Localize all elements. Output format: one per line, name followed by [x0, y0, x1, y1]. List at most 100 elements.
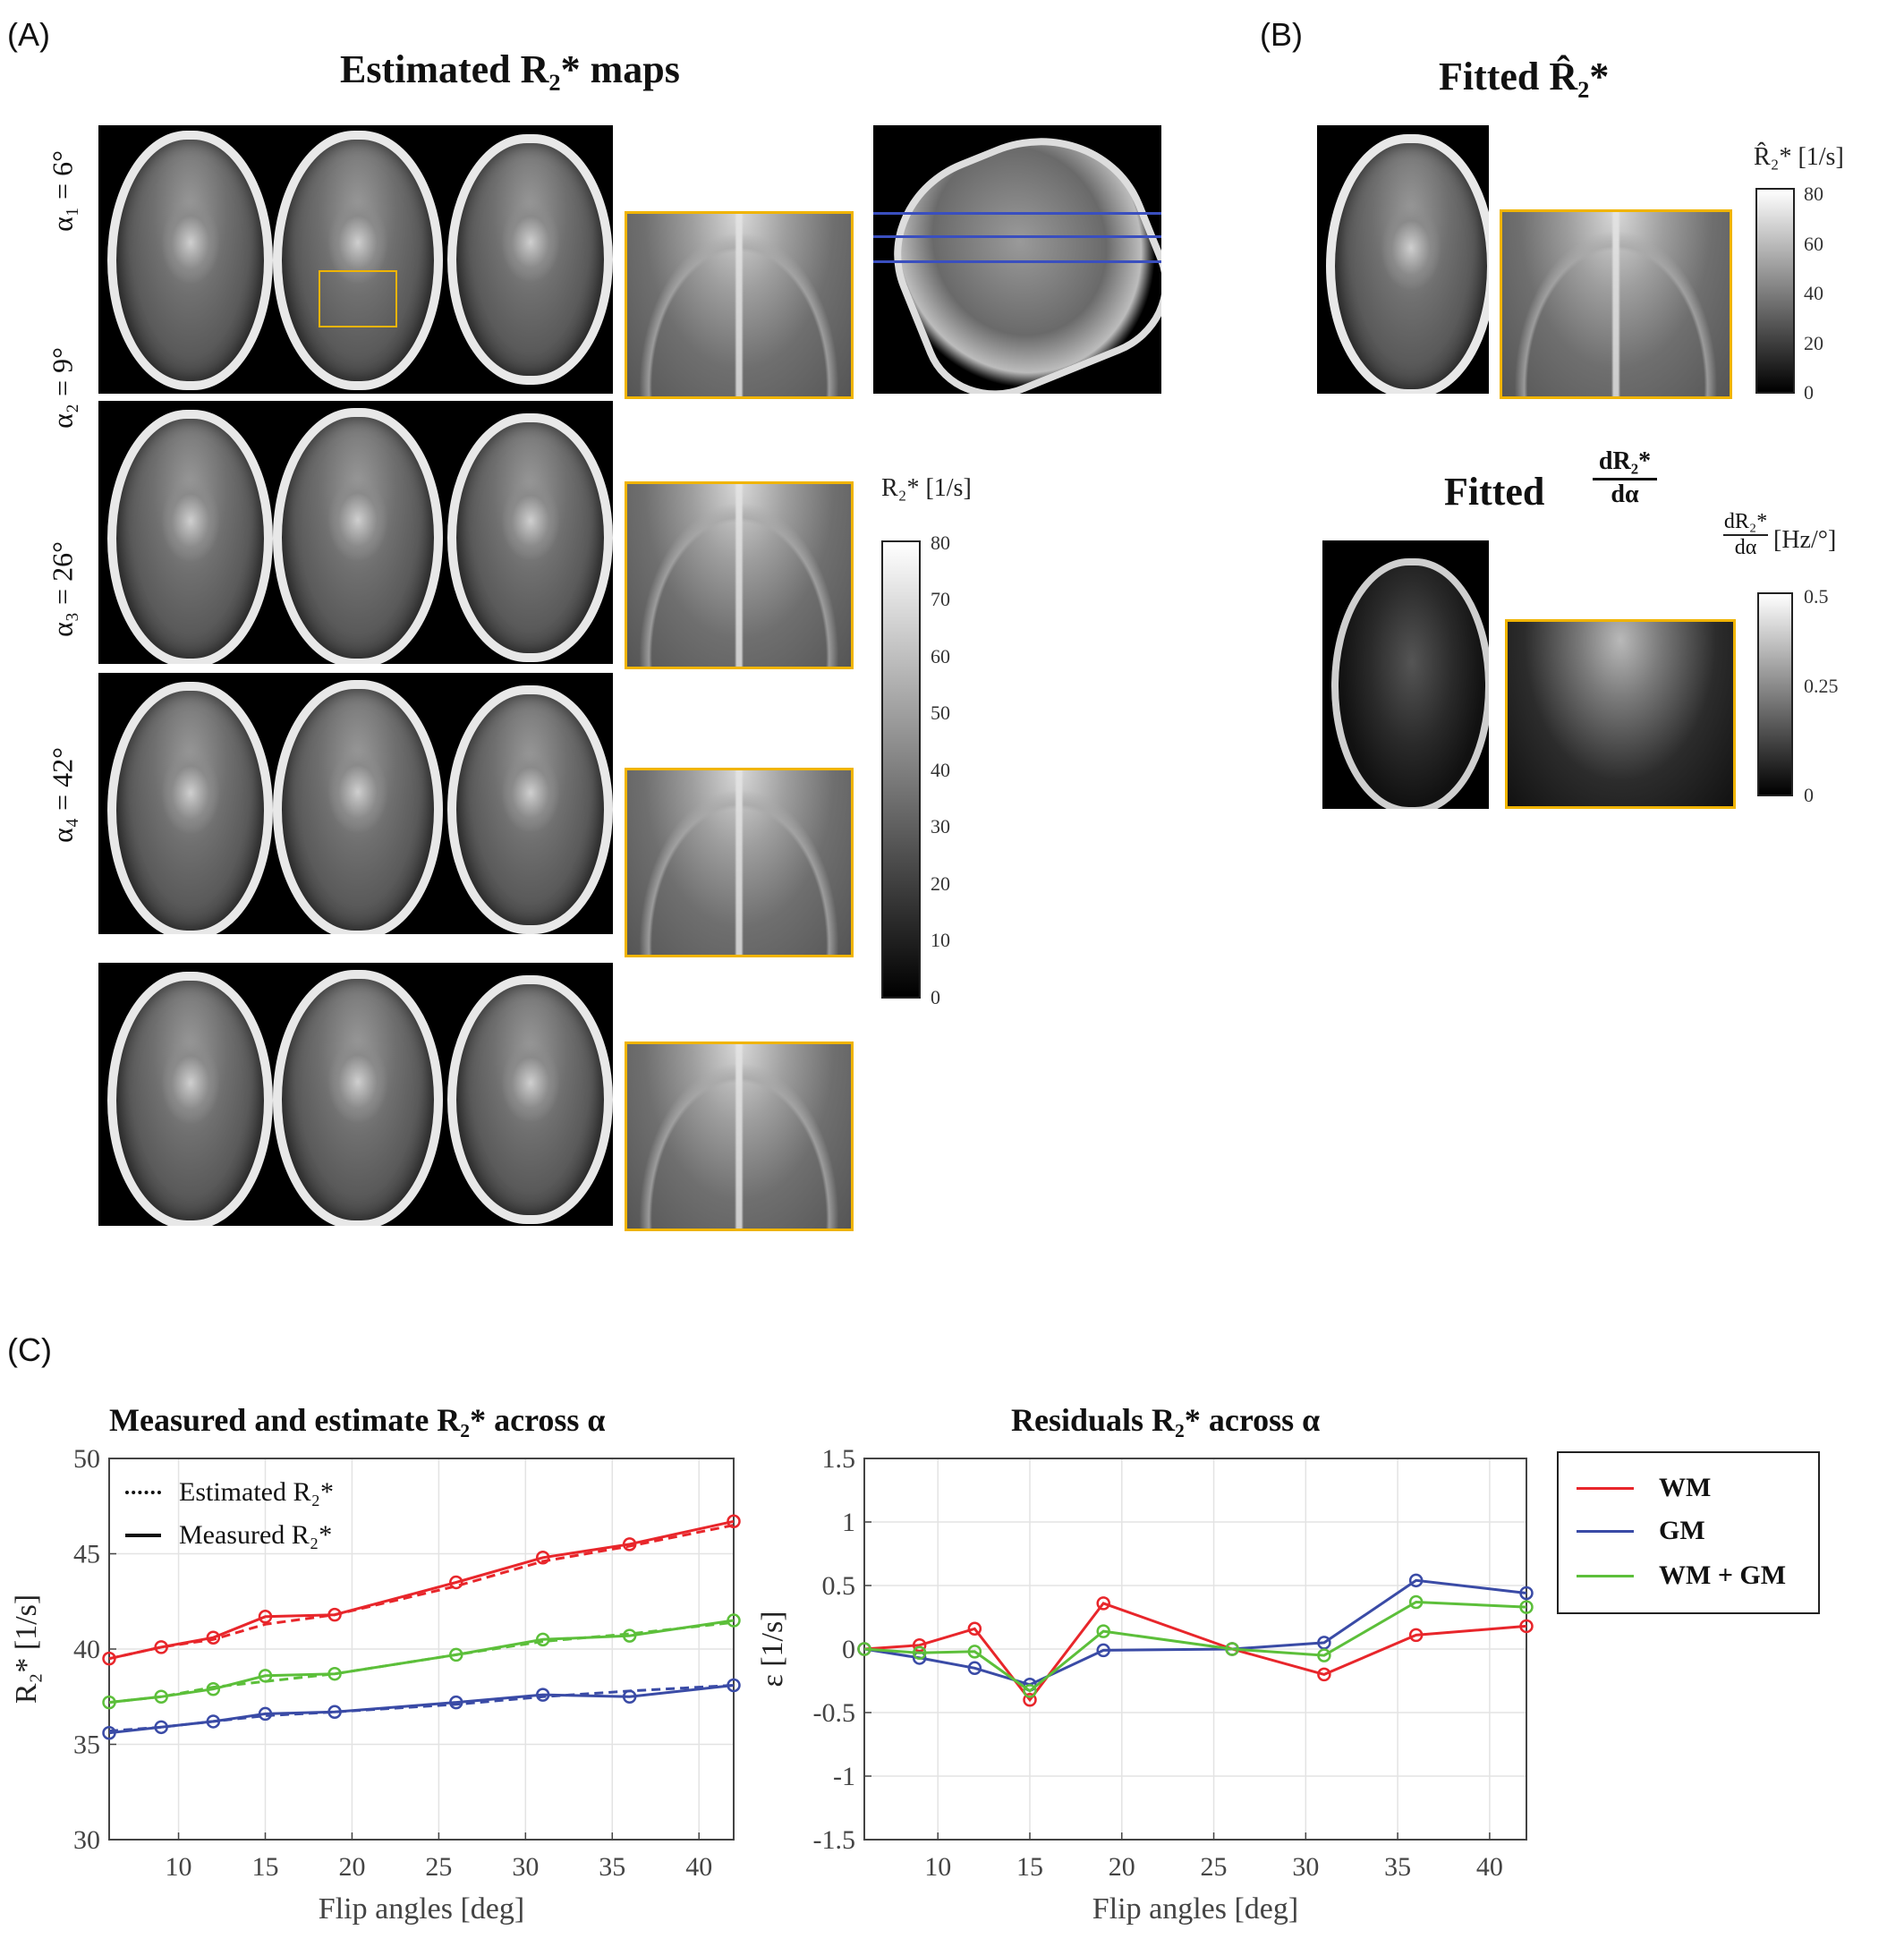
data-point-wm	[1519, 1619, 1534, 1634]
panel-a-letter: (A)	[7, 16, 50, 53]
data-point-wm	[1317, 1667, 1331, 1682]
data-point-gm	[622, 1689, 637, 1704]
data-point-wm	[206, 1630, 221, 1645]
data-point-wmgm	[535, 1632, 550, 1647]
x-axis-label: Flip angles [deg]	[1092, 1892, 1298, 1926]
x-tick-label: 35	[599, 1852, 625, 1882]
chart-2: 10 15 20 25 30 35 40 -1.5 -1 -0.5 0 0.5 1 1.5 Flip ang…	[756, 1444, 1534, 1926]
y-tick-label: -0.5	[813, 1698, 856, 1728]
colorbar-b2-tick: 0.5	[1804, 585, 1829, 608]
colorbar-a-tick: 0	[931, 986, 940, 1008]
colorbar-a-label: R₂* [1/s]	[881, 474, 972, 502]
colorbar-b2-tick: 0.25	[1804, 675, 1839, 697]
colorbar-b1-label: R̂₂* [1/s]	[1754, 143, 1844, 171]
y-tick-label: 1	[842, 1508, 855, 1537]
y-tick-label: 45	[73, 1540, 100, 1569]
colorbar-b2-label-den: dα	[1734, 536, 1757, 559]
colorbar-b2-label-num: dR₂*	[1723, 510, 1768, 533]
data-point-gm	[1096, 1643, 1110, 1658]
data-point-wmgm	[449, 1647, 463, 1662]
colorbar-b2	[1757, 592, 1793, 796]
data-point-gm	[535, 1688, 550, 1702]
data-point-gm	[102, 1725, 116, 1740]
legend-estimated: Estimated R₂*	[179, 1477, 334, 1507]
x-tick-label: 10	[924, 1852, 951, 1882]
data-point-gm	[967, 1661, 982, 1676]
x-tick-label: 15	[252, 1852, 279, 1882]
data-point-wmgm	[1519, 1600, 1534, 1614]
x-tick-label: 30	[512, 1852, 539, 1882]
data-point-wmgm	[1096, 1624, 1110, 1638]
panel-c-letter: (C)	[7, 1331, 52, 1368]
slice-line-1	[873, 212, 1161, 215]
data-point-wmgm	[967, 1645, 982, 1659]
x-tick-label: 20	[1109, 1852, 1135, 1882]
colorbar-b1-tick: 0	[1804, 381, 1814, 404]
fitted-derivative-zoom	[1505, 619, 1736, 809]
colorbar-b1-tick: 20	[1804, 332, 1823, 354]
colorbar-a-tick: 60	[931, 645, 950, 667]
panel-b-title-2-fraction: dR₂* dα	[1589, 447, 1661, 509]
fitted-r2-zoom	[1500, 209, 1732, 399]
data-point-wmgm	[622, 1628, 637, 1643]
panel-b-title-2-prefix: Fitted	[1444, 470, 1545, 514]
data-point-wm	[1023, 1693, 1037, 1707]
data-point-wmgm	[154, 1689, 168, 1704]
y-axis-label: ε [1/s]	[756, 1611, 789, 1687]
y-tick-label: 1.5	[822, 1444, 856, 1474]
fraction-numerator: dR₂*	[1598, 447, 1652, 475]
data-point-wm	[1408, 1628, 1424, 1643]
colorbar-a-tick: 30	[931, 815, 950, 837]
zoom-region-box	[319, 270, 397, 327]
chart-2-title: Residuals R₂* across α	[1011, 1402, 1321, 1438]
data-point-wm	[102, 1651, 116, 1666]
data-point-gm	[1408, 1573, 1424, 1588]
x-tick-label: 35	[1384, 1852, 1411, 1882]
series-line-gm-measured	[108, 1684, 735, 1735]
data-point-gm	[206, 1714, 221, 1729]
zoom-view-row-3	[625, 768, 854, 957]
legend-solid-line	[125, 1534, 161, 1537]
data-point-wm	[535, 1551, 550, 1565]
data-point-gm	[327, 1705, 342, 1720]
data-point-gm	[154, 1720, 168, 1735]
x-tick-label: 25	[1201, 1852, 1228, 1882]
axial-slices-row-1	[98, 125, 613, 394]
fraction-denominator: dα	[1611, 480, 1639, 508]
legend-dotted-line	[125, 1491, 161, 1494]
data-point-wm	[967, 1621, 982, 1637]
x-tick-label: 20	[338, 1852, 365, 1882]
chart-1: 10 15 20 25 30 35 40 30 35 40 45 50 Flip angles [deg…	[10, 1444, 741, 1926]
y-tick-label: 30	[73, 1825, 100, 1855]
panel-b-title-1: Fitted R̂₂*	[1439, 55, 1610, 98]
colorbar-b2-tick: 0	[1804, 784, 1814, 806]
axial-slices-row-4	[98, 963, 613, 1226]
colorbar-a-tick: 70	[931, 588, 950, 610]
data-point-wmgm	[206, 1681, 221, 1696]
series-line-wm-measured	[108, 1519, 735, 1661]
x-tick-label: 40	[1476, 1852, 1503, 1882]
sagittal-slice	[873, 125, 1161, 394]
data-point-wmgm	[727, 1613, 741, 1628]
fraction-bar	[1593, 478, 1657, 480]
series-line-wmgm-values	[863, 1600, 1527, 1693]
y-tick-label: -1.5	[813, 1825, 856, 1855]
x-tick-label: 25	[425, 1852, 452, 1882]
zoom-view-row-1	[625, 211, 854, 399]
data-point-wm	[258, 1610, 273, 1624]
legend-measured: Measured R₂*	[179, 1520, 333, 1550]
x-tick-label: 10	[166, 1852, 192, 1882]
colorbar-a-tick: 80	[931, 531, 950, 554]
data-point-wmgm	[1225, 1642, 1239, 1656]
data-point-wmgm	[102, 1695, 116, 1710]
y-tick-label: 0	[842, 1635, 855, 1664]
zoom-view-row-2	[625, 481, 854, 669]
y-tick-label: 40	[73, 1635, 100, 1664]
data-point-gm	[258, 1706, 273, 1722]
data-point-wm	[449, 1575, 463, 1590]
data-point-gm	[727, 1678, 741, 1693]
data-point-wmgm	[327, 1666, 342, 1681]
zoom-view-row-4	[625, 1042, 854, 1231]
panel-b-letter: (B)	[1260, 16, 1303, 53]
